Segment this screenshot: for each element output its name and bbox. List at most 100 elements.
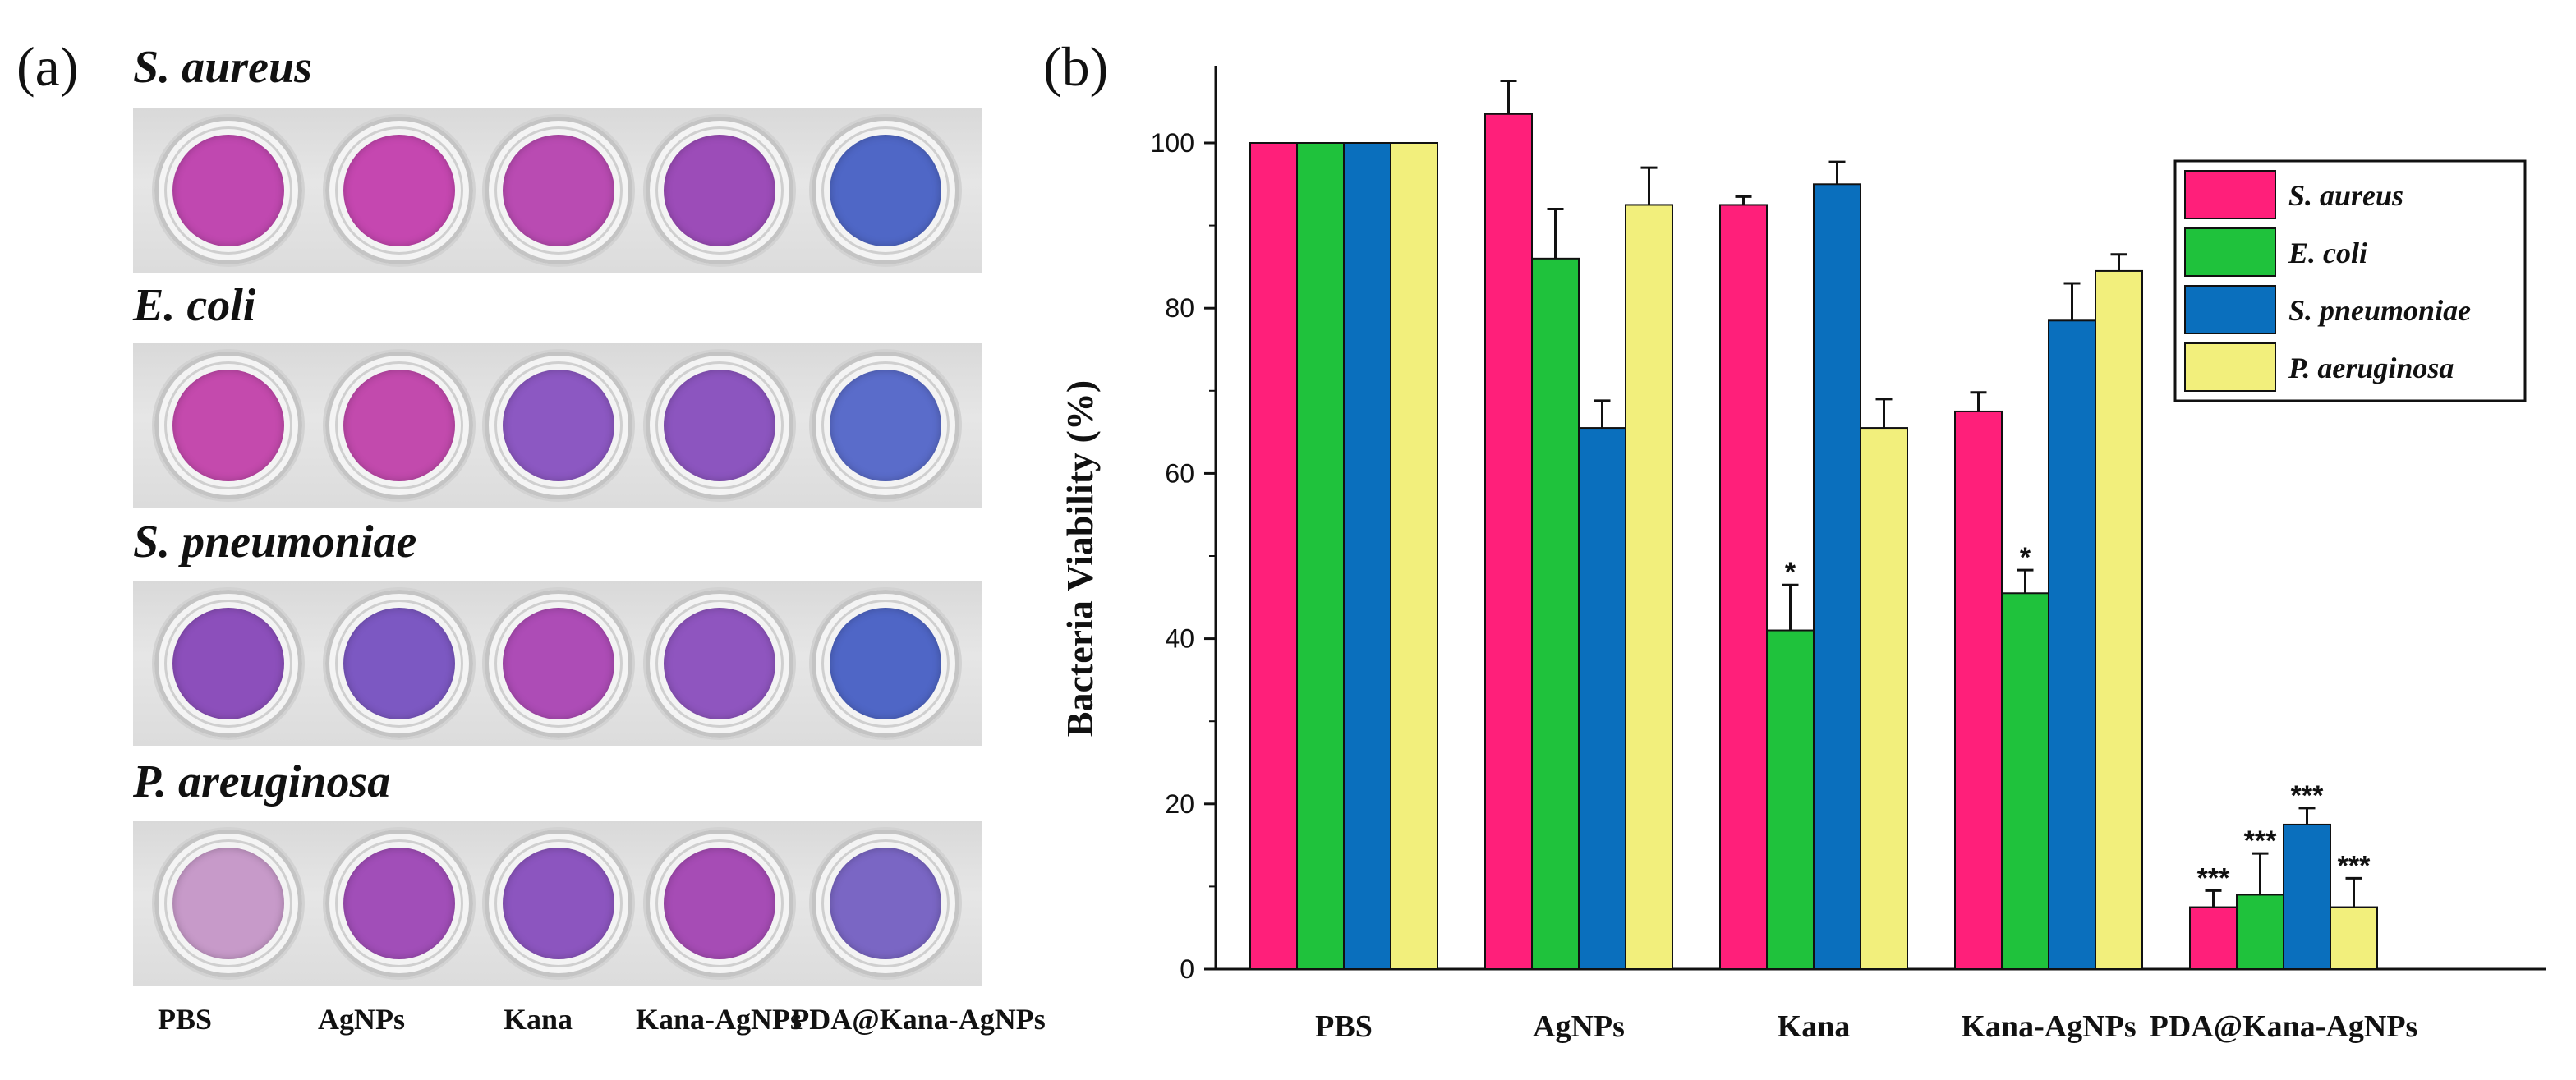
- bar: [1625, 204, 1673, 970]
- well: [646, 830, 794, 977]
- bar: [1719, 204, 1768, 970]
- well-liquid: [343, 370, 455, 481]
- y-tick-label: 40: [1165, 624, 1194, 654]
- bar: [1954, 410, 2003, 970]
- well: [812, 117, 959, 264]
- well-liquid: [343, 848, 455, 959]
- y-tick-label: 100: [1151, 128, 1194, 158]
- legend-label: S. pneumoniae: [2288, 294, 2471, 327]
- plate-title: P. areuginosa: [133, 756, 391, 807]
- well-liquid: [830, 608, 941, 719]
- bars: * *************: [1249, 80, 2378, 971]
- well: [325, 352, 473, 499]
- well-liquid: [830, 135, 941, 246]
- legend-label: E. coli: [2288, 237, 2367, 269]
- panel-a-label: (a): [16, 35, 79, 98]
- well: [154, 590, 302, 738]
- bar: [2048, 319, 2096, 971]
- well-liquid: [664, 135, 775, 246]
- bar: [1766, 629, 1815, 970]
- bar: [2095, 269, 2143, 970]
- plate-title: S. aureus: [133, 42, 312, 93]
- significance-mark: ***: [2338, 850, 2371, 881]
- well-liquid: [503, 135, 614, 246]
- well-liquid: [830, 848, 941, 959]
- bar: [2330, 906, 2378, 971]
- bar: [1296, 142, 1345, 970]
- y-axis-title: Bacteria Viability (%): [1059, 380, 1101, 737]
- legend-swatch: [2184, 342, 2276, 392]
- bar: [2236, 894, 2284, 970]
- well: [485, 352, 632, 499]
- x-category-label: Kana: [1778, 1009, 1851, 1044]
- x-category-label: PDA@Kana-AgNPs: [2150, 1009, 2418, 1044]
- well: [325, 830, 473, 977]
- well-liquid: [172, 370, 284, 481]
- axes: 0 20 40 60 80 100 PBS AgNPs Kana Kana-AgNPs PDA@Ka…: [1151, 66, 2546, 1044]
- sample-label-agnps: AgNPs: [318, 1003, 405, 1036]
- significance-mark: *: [1785, 557, 1796, 588]
- well-liquid: [503, 848, 614, 959]
- well-liquid: [343, 608, 455, 719]
- well-plate: [133, 108, 982, 273]
- well: [485, 117, 632, 264]
- well-plate: [133, 581, 982, 746]
- bar: [1390, 142, 1438, 970]
- bar: [1343, 142, 1392, 970]
- x-category-label: Kana-AgNPs: [1961, 1009, 2136, 1044]
- y-tick-label: 60: [1165, 458, 1194, 488]
- well: [646, 352, 794, 499]
- legend-swatch: [2184, 170, 2276, 219]
- well-liquid: [664, 370, 775, 481]
- well-liquid: [664, 848, 775, 959]
- well-liquid: [503, 370, 614, 481]
- well: [812, 830, 959, 977]
- well-liquid: [172, 135, 284, 246]
- legend-swatch: [2184, 285, 2276, 334]
- sample-label-pda-kana-agnps: PDA@Kana-AgNPs: [791, 1003, 1046, 1036]
- sample-label-kana-agnps: Kana-AgNPs: [635, 1003, 803, 1036]
- y-tick-label: 0: [1180, 954, 1194, 984]
- panel-b-label: (b): [1043, 35, 1109, 98]
- well-liquid: [830, 370, 941, 481]
- well: [812, 352, 959, 499]
- sample-label-pbs: PBS: [157, 1003, 213, 1036]
- well-liquid: [343, 135, 455, 246]
- well-liquid: [664, 608, 775, 719]
- legend-swatch: [2184, 227, 2276, 277]
- bar: [2283, 823, 2331, 971]
- well: [812, 590, 959, 738]
- x-category-label: PBS: [1315, 1009, 1373, 1044]
- bar: [1531, 257, 1580, 970]
- y-tick-label: 20: [1165, 789, 1194, 819]
- well-plate: [133, 821, 982, 986]
- y-tick-label: 80: [1165, 293, 1194, 323]
- plate-title: S. pneumoniae: [133, 517, 417, 568]
- well: [325, 590, 473, 738]
- well: [325, 117, 473, 264]
- well: [485, 590, 632, 738]
- legend: S. aureus E. coli S. pneumoniae P. aerugino…: [2174, 159, 2527, 402]
- well: [154, 352, 302, 499]
- significance-mark: ***: [2244, 825, 2277, 857]
- well: [646, 590, 794, 738]
- legend-label: S. aureus: [2288, 179, 2404, 212]
- bar: [2189, 906, 2238, 971]
- well-liquid: [172, 608, 284, 719]
- bar: [1578, 427, 1626, 970]
- well-liquid: [172, 848, 284, 959]
- x-category-label: AgNPs: [1533, 1009, 1625, 1044]
- well: [485, 830, 632, 977]
- significance-mark: ***: [2197, 862, 2230, 894]
- plate-title: E. coli: [133, 280, 256, 331]
- bar: [1860, 427, 1908, 970]
- well-liquid: [503, 608, 614, 719]
- legend-label: P. aeruginosa: [2288, 352, 2454, 384]
- bar: [1813, 183, 1861, 971]
- well: [154, 830, 302, 977]
- bar: [2001, 592, 2049, 971]
- well: [646, 117, 794, 264]
- well-plate: [133, 343, 982, 508]
- bar: [1484, 113, 1533, 970]
